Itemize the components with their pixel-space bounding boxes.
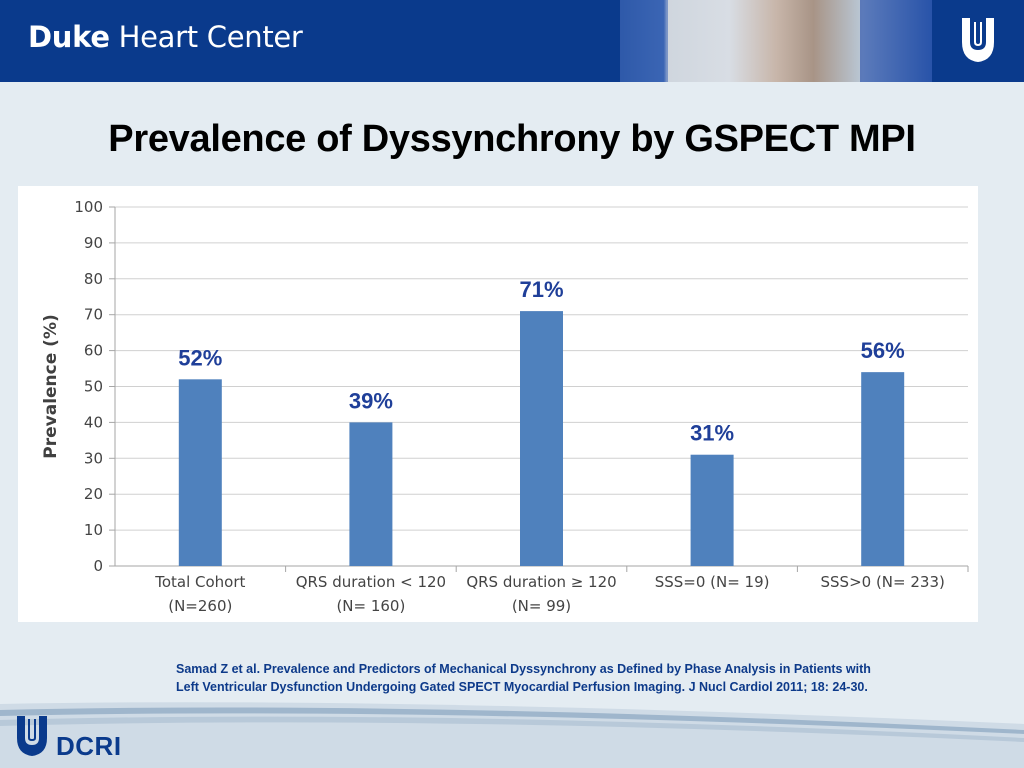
data-label: 39%: [349, 388, 393, 413]
y-tick-label: 70: [84, 306, 103, 324]
x-tick-label: SSS=0 (N= 19): [655, 573, 770, 591]
y-tick-label: 30: [84, 449, 103, 467]
x-tick-label: QRS duration < 120: [296, 573, 446, 591]
bar: [520, 311, 563, 566]
y-tick-label: 0: [93, 557, 103, 575]
y-axis-label: Prevalence (%): [41, 314, 61, 458]
slide-title: Prevalence of Dyssynchrony by GSPECT MPI: [108, 118, 916, 160]
duke-shield-icon: [962, 18, 994, 62]
citation-line-1: Samad Z et al. Prevalence and Predictors…: [176, 662, 871, 676]
bar-chart: 0 10 20 30 40 50 60 70 80 90 100 Prevalence (%) 52% T…: [41, 198, 969, 615]
bar: [861, 372, 905, 566]
bar: [690, 454, 734, 566]
y-tick-label: 40: [84, 413, 103, 431]
x-tick-label: (N=260): [168, 597, 232, 615]
data-label: 52%: [178, 345, 222, 370]
y-tick-label: 10: [84, 521, 103, 539]
y-tick-label: 90: [84, 234, 103, 252]
x-tick-label: (N= 99): [512, 597, 571, 615]
x-tick-label: QRS duration ≥ 120: [466, 573, 616, 591]
header-brand: Duke Heart Center: [28, 20, 303, 54]
footer-swoosh: [0, 702, 1024, 768]
x-tick-label: (N= 160): [336, 597, 405, 615]
y-tick-label: 80: [84, 270, 103, 288]
data-label: 31%: [690, 421, 734, 446]
y-tick-label: 50: [84, 378, 103, 396]
x-tick-label: Total Cohort: [154, 573, 245, 591]
y-tick-label: 60: [84, 342, 103, 360]
data-label: 71%: [519, 277, 563, 302]
citation-line-2: Left Ventricular Dysfunction Undergoing …: [176, 680, 868, 694]
citation: Samad Z et al. Prevalence and Predictors…: [176, 660, 976, 696]
bar: [349, 422, 393, 566]
header-banner: Duke Heart Center: [0, 0, 1024, 82]
brand-rest: Heart Center: [109, 20, 303, 54]
bar: [178, 379, 222, 566]
data-label: 56%: [861, 338, 905, 363]
dcri-shield-icon: [17, 716, 47, 756]
header-photo-overlay: [860, 0, 932, 82]
header-photo-overlay: [620, 0, 668, 82]
y-tick-label: 100: [74, 198, 103, 216]
brand-bold: Duke: [28, 20, 110, 54]
x-tick-label: SSS>0 (N= 233): [821, 573, 945, 591]
chart-container: 0 10 20 30 40 50 60 70 80 90 100 Prevalence (%) 52% T…: [18, 186, 978, 622]
dcri-logo-text: DCRI: [56, 731, 122, 761]
y-tick-label: 20: [84, 485, 103, 503]
